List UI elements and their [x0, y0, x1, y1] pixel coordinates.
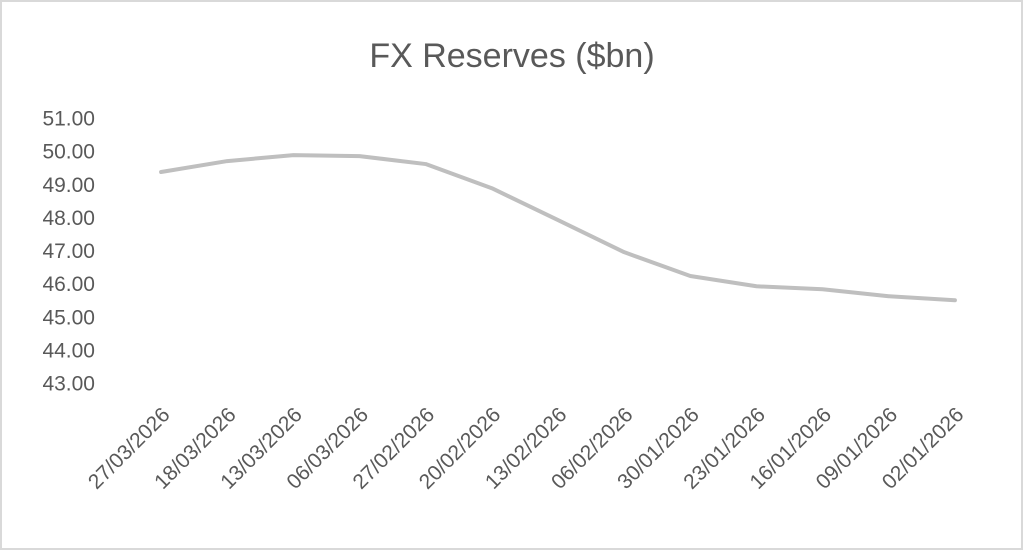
y-tick-label: 43.00: [42, 373, 95, 396]
y-tick-label: 48.00: [42, 207, 95, 230]
line: [159, 153, 957, 303]
y-tick-label: 44.00: [42, 339, 95, 362]
y-tick-label: 46.00: [42, 273, 95, 296]
y-tick-label: 51.00: [42, 108, 95, 131]
y-tick-label: 50.00: [42, 141, 95, 164]
y-tick-label: 49.00: [42, 174, 95, 197]
chart-title: FX Reserves ($bn): [369, 37, 654, 75]
y-tick-label: 47.00: [42, 240, 95, 263]
y-tick-label: 45.00: [42, 306, 95, 329]
